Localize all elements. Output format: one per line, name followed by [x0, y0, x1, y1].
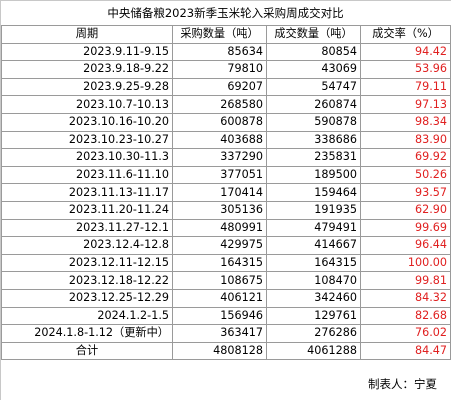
row-deal: 43069 [266, 60, 361, 79]
producer-note: 制表人：宁夏 [368, 377, 437, 391]
row-period: 2023.9.25-9.28 [1, 77, 173, 97]
row-deal: 191935 [266, 200, 361, 220]
row-deal: 276286 [266, 324, 361, 343]
row-purchase: 164315 [172, 253, 267, 273]
row-purchase: 377051 [172, 165, 267, 185]
header-row: 周期 采购数量（吨） 成交数量（吨） 成交率（%） [1, 25, 451, 44]
row-period: 2024.1.8-1.12（更新中） [1, 324, 173, 343]
row-period: 2023.10.16-10.20 [1, 112, 173, 132]
row-purchase: 156946 [172, 306, 267, 326]
row-rate: 50.26 [360, 165, 451, 185]
row-period: 2023.12.11-12.15 [1, 253, 173, 273]
table-row: 2023.12.4-12.8 429975 414667 96.44 [1, 236, 451, 255]
row-period: 2023.11.27-12.1 [1, 218, 173, 238]
header-rate: 成交率（%） [360, 25, 451, 44]
row-purchase: 403688 [172, 130, 267, 150]
row-rate: 99.69 [360, 218, 451, 238]
row-purchase: 268580 [172, 95, 267, 114]
row-deal: 129761 [266, 306, 361, 326]
row-period: 2023.11.20-11.24 [1, 200, 173, 220]
row-deal: 260874 [266, 95, 361, 114]
total-purchase: 4808128 [172, 341, 267, 361]
table-row: 2023.12.18-12.22 108675 108470 99.81 [1, 271, 451, 290]
table-row: 2023.9.25-9.28 69207 54747 79.11 [1, 77, 451, 97]
table-row: 2023.10.30-11.3 337290 235831 69.92 [1, 148, 451, 167]
row-deal: 342460 [266, 288, 361, 308]
table-row: 2023.9.11-9.15 85634 80854 94.42 [1, 42, 451, 62]
row-period: 2023.10.7-10.13 [1, 95, 173, 114]
row-rate: 76.02 [360, 324, 451, 343]
total-label: 合计 [1, 341, 173, 361]
row-rate: 79.11 [360, 77, 451, 97]
total-row: 合计 4808128 4061288 84.47 [1, 341, 451, 361]
row-purchase: 108675 [172, 271, 267, 290]
row-deal: 338686 [266, 130, 361, 150]
row-deal: 414667 [266, 236, 361, 255]
row-purchase: 406121 [172, 288, 267, 308]
table-row: 2023.11.6-11.10 377051 189500 50.26 [1, 165, 451, 185]
row-deal: 159464 [266, 183, 361, 202]
table-row: 2024.1.8-1.12（更新中） 363417 276286 76.02 [1, 324, 451, 343]
row-period: 2023.10.30-11.3 [1, 148, 173, 167]
table-row: 2023.10.23-10.27 403688 338686 83.90 [1, 130, 451, 150]
table-row: 2023.9.18-9.22 79810 43069 53.96 [1, 60, 451, 79]
row-rate: 83.90 [360, 130, 451, 150]
row-rate: 94.42 [360, 42, 451, 62]
header-purchase: 采购数量（吨） [172, 25, 267, 44]
row-deal: 164315 [266, 253, 361, 273]
row-period: 2023.12.25-12.29 [1, 288, 173, 308]
table-row: 2023.11.27-12.1 480991 479491 99.69 [1, 218, 451, 238]
row-purchase: 85634 [172, 42, 267, 62]
row-purchase: 170414 [172, 183, 267, 202]
row-deal: 479491 [266, 218, 361, 238]
table-row: 2023.11.13-11.17 170414 159464 93.57 [1, 183, 451, 202]
table-row: 2023.12.25-12.29 406121 342460 84.32 [1, 288, 451, 308]
table-title: 中央储备粮2023新季玉米轮入采购周成交对比 [107, 6, 344, 20]
table-row: 2023.11.20-11.24 305136 191935 62.90 [1, 200, 451, 220]
row-deal: 80854 [266, 42, 361, 62]
row-deal: 235831 [266, 148, 361, 167]
row-rate: 98.34 [360, 112, 451, 132]
row-deal: 108470 [266, 271, 361, 290]
row-period: 2023.11.6-11.10 [1, 165, 173, 185]
row-deal: 54747 [266, 77, 361, 97]
row-period: 2023.9.11-9.15 [1, 42, 173, 62]
total-rate: 84.47 [360, 341, 451, 361]
row-rate: 62.90 [360, 200, 451, 220]
row-rate: 99.81 [360, 271, 451, 290]
row-period: 2023.9.18-9.22 [1, 60, 173, 79]
table-row: 2024.1.2-1.5 156946 129761 82.68 [1, 306, 451, 326]
row-rate: 69.92 [360, 148, 451, 167]
row-purchase: 600878 [172, 112, 267, 132]
row-rate: 53.96 [360, 60, 451, 79]
row-rate: 97.13 [360, 95, 451, 114]
row-period: 2023.10.23-10.27 [1, 130, 173, 150]
row-deal: 189500 [266, 165, 361, 185]
row-period: 2023.12.4-12.8 [1, 236, 173, 255]
header-period: 周期 [1, 25, 173, 44]
row-period: 2024.1.2-1.5 [1, 306, 173, 326]
row-rate: 96.44 [360, 236, 451, 255]
table-row: 2023.10.7-10.13 268580 260874 97.13 [1, 95, 451, 114]
table-row: 2023.12.11-12.15 164315 164315 100.00 [1, 253, 451, 273]
row-purchase: 69207 [172, 77, 267, 97]
row-period: 2023.11.13-11.17 [1, 183, 173, 202]
row-purchase: 337290 [172, 148, 267, 167]
row-purchase: 363417 [172, 324, 267, 343]
table-row: 2023.10.16-10.20 600878 590878 98.34 [1, 112, 451, 132]
header-deal: 成交数量（吨） [266, 25, 361, 44]
row-deal: 590878 [266, 112, 361, 132]
row-purchase: 79810 [172, 60, 267, 79]
row-purchase: 480991 [172, 218, 267, 238]
row-purchase: 429975 [172, 236, 267, 255]
table-body: 2023.9.11-9.15 85634 80854 94.42 2023.9.18-9… [1, 42, 451, 343]
row-rate: 93.57 [360, 183, 451, 202]
row-rate: 84.32 [360, 288, 451, 308]
purchase-table: 周期 采购数量（吨） 成交数量（吨） 成交率（%） 2023.9.11-9.15… [1, 25, 451, 361]
row-rate: 100.00 [360, 253, 451, 273]
row-rate: 82.68 [360, 306, 451, 326]
total-deal: 4061288 [266, 341, 361, 361]
row-period: 2023.12.18-12.22 [1, 271, 173, 290]
row-purchase: 305136 [172, 200, 267, 220]
